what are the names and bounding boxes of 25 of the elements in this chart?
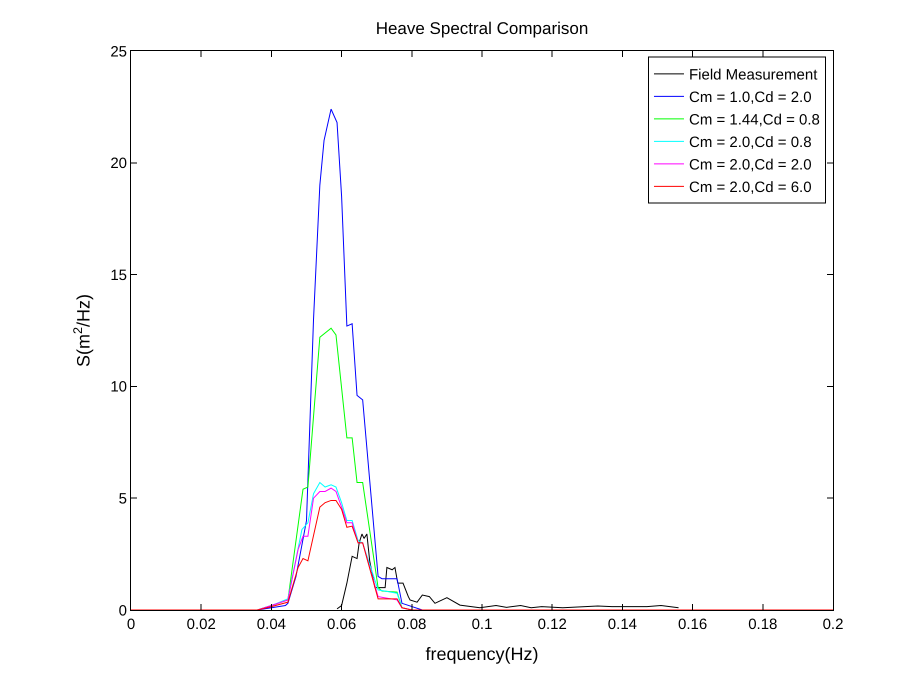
x-tick-label: 0.02 <box>186 616 216 633</box>
x-tick-label: 0.08 <box>397 616 426 633</box>
y-tick-label: 5 <box>118 490 127 508</box>
x-tick-label: 0.12 <box>538 616 567 633</box>
x-tick-label: 0.18 <box>748 616 778 633</box>
line-series <box>131 500 833 610</box>
y-tick-label: 25 <box>110 43 127 60</box>
x-tick-label: 0.2 <box>822 616 844 633</box>
legend-label: Cm = 2.0,Cd = 6.0 <box>688 179 812 196</box>
x-tick-label: 0.16 <box>678 616 708 633</box>
chart-title: Heave Spectral Comparison <box>376 18 588 38</box>
x-tick-label: 0.14 <box>608 616 637 633</box>
x-tick-label: 0.06 <box>327 616 356 633</box>
legend-label: Cm = 2.0,Cd = 2.0 <box>688 156 812 174</box>
legend-label: Field Measurement <box>688 66 818 84</box>
legend-label: Cm = 2.0,Cd = 0.8 <box>688 134 812 152</box>
y-tick-label: 20 <box>110 155 127 172</box>
x-tick-label: 0.04 <box>256 616 286 633</box>
legend-label: Cm = 1.44,Cd = 0.8 <box>688 112 820 129</box>
y-tick-label: 10 <box>110 378 127 396</box>
x-axis-title: frequency(Hz) <box>425 644 539 664</box>
legend-label: Cm = 1.0,Cd = 2.0 <box>688 89 812 106</box>
y-tick-label: 15 <box>110 266 127 284</box>
x-tick-label: 0.1 <box>472 616 492 633</box>
y-tick-label: 0 <box>118 602 127 620</box>
